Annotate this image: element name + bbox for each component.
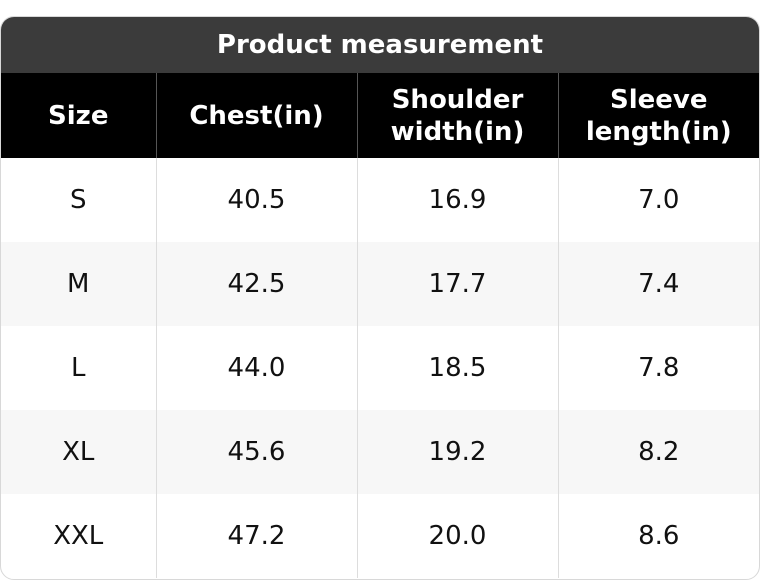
measurement-table: Size Chest(in) Shoulder width(in) Sleeve le… (1, 73, 759, 578)
table-cell: 7.8 (557, 326, 759, 410)
table-cell: 44.0 (155, 326, 358, 410)
table-cell: 47.2 (155, 494, 358, 578)
table-row: M 42.5 17.7 7.4 (1, 242, 759, 326)
table-cell: 42.5 (155, 242, 358, 326)
table-cell: 8.6 (557, 494, 759, 578)
table-cell: 19.2 (356, 410, 559, 494)
table-cell: 16.9 (356, 158, 559, 242)
table-cell: XXL (1, 494, 157, 578)
table-cell: M (1, 242, 157, 326)
header-cell: Size (1, 73, 157, 158)
measurement-card: Product measurement Size Chest(in) Shoulde… (0, 16, 760, 580)
header-cell: Sleeve length(in) (557, 73, 759, 158)
table-cell: 45.6 (155, 410, 358, 494)
table-row: L 44.0 18.5 7.8 (1, 326, 759, 410)
table-body: S 40.5 16.9 7.0 M 42.5 17.7 7.4 L 44.0 18.5 7.8 XL 45… (1, 158, 759, 578)
table-cell: 7.4 (557, 242, 759, 326)
table-cell: 20.0 (356, 494, 559, 578)
table-title: Product measurement (1, 17, 759, 73)
header-cell: Shoulder width(in) (356, 73, 559, 158)
table-cell: 7.0 (557, 158, 759, 242)
header-row: Size Chest(in) Shoulder width(in) Sleeve le… (1, 73, 759, 158)
table-row: XXL 47.2 20.0 8.6 (1, 494, 759, 578)
table-row: S 40.5 16.9 7.0 (1, 158, 759, 242)
table-cell: XL (1, 410, 157, 494)
table-cell: 18.5 (356, 326, 559, 410)
table-cell: 40.5 (155, 158, 358, 242)
table-cell: 17.7 (356, 242, 559, 326)
table-cell: L (1, 326, 157, 410)
table-cell: 8.2 (557, 410, 759, 494)
header-cell: Chest(in) (155, 73, 358, 158)
table-cell: S (1, 158, 157, 242)
table-row: XL 45.6 19.2 8.2 (1, 410, 759, 494)
